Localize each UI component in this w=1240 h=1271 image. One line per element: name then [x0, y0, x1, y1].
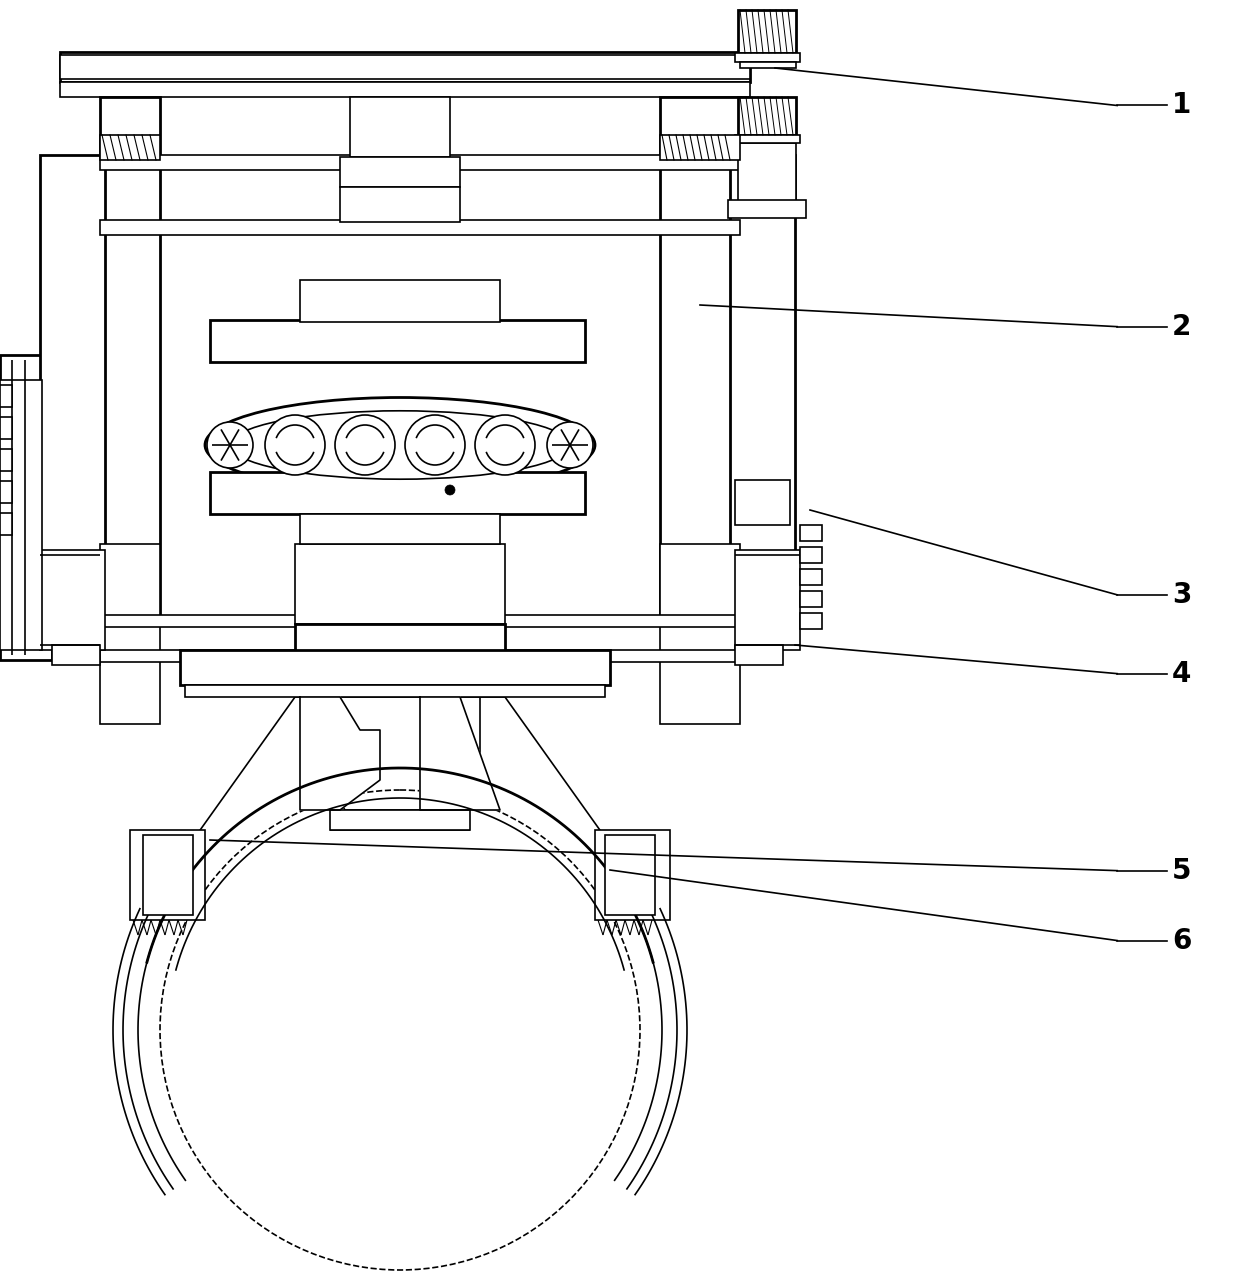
Text: 5: 5	[1172, 857, 1192, 885]
Bar	[660, 544, 740, 724]
Bar	[0, 385, 12, 407]
Polygon shape	[300, 697, 379, 810]
Bar	[738, 144, 796, 203]
Bar	[100, 544, 160, 724]
Bar	[340, 158, 460, 187]
Text: 6: 6	[1172, 927, 1192, 955]
Bar	[800, 525, 822, 541]
Bar	[735, 135, 800, 144]
Bar	[595, 830, 670, 920]
Bar	[300, 513, 500, 544]
Bar	[735, 53, 800, 62]
Bar	[143, 835, 193, 915]
Bar	[740, 62, 796, 69]
Bar	[100, 155, 740, 170]
Bar	[0, 417, 12, 438]
Circle shape	[405, 416, 465, 475]
Bar	[0, 449, 12, 472]
Bar	[40, 155, 105, 566]
Bar	[60, 83, 750, 97]
Circle shape	[445, 486, 455, 494]
Bar	[210, 472, 585, 513]
Bar	[735, 480, 790, 525]
Bar	[295, 544, 505, 624]
Text: 2: 2	[1172, 313, 1192, 341]
Bar	[605, 835, 655, 915]
Bar	[0, 480, 12, 503]
Bar	[800, 569, 822, 585]
Bar	[730, 155, 795, 566]
Bar	[660, 135, 740, 160]
Bar	[100, 135, 160, 160]
Circle shape	[265, 416, 325, 475]
Bar	[800, 547, 822, 563]
Bar	[100, 97, 160, 616]
Bar	[330, 810, 470, 830]
Bar	[295, 624, 505, 658]
Circle shape	[475, 416, 534, 475]
Bar	[0, 513, 12, 535]
Bar	[100, 649, 740, 662]
Bar	[660, 97, 740, 616]
Polygon shape	[420, 697, 500, 810]
Bar	[52, 644, 100, 665]
Bar	[60, 55, 750, 79]
Bar	[735, 165, 785, 555]
Bar	[100, 615, 740, 627]
Bar	[40, 550, 105, 649]
Bar	[738, 97, 796, 135]
Circle shape	[207, 422, 253, 468]
Ellipse shape	[231, 411, 569, 479]
Circle shape	[547, 422, 593, 468]
Bar	[800, 591, 822, 608]
Bar	[180, 649, 610, 685]
Bar	[52, 165, 102, 555]
Bar	[340, 187, 460, 222]
Bar	[728, 200, 806, 219]
Text: 4: 4	[1172, 660, 1192, 688]
Circle shape	[335, 416, 396, 475]
Bar	[0, 355, 52, 660]
Circle shape	[160, 791, 640, 1270]
Bar	[130, 830, 205, 920]
Bar	[185, 685, 605, 697]
Text: 3: 3	[1172, 581, 1192, 609]
Bar	[735, 644, 782, 665]
Bar	[60, 52, 750, 83]
Bar	[0, 380, 42, 649]
Text: 1: 1	[1172, 92, 1192, 119]
Bar	[210, 320, 585, 362]
Bar	[735, 550, 800, 649]
Bar	[800, 613, 822, 629]
Bar	[300, 280, 500, 322]
Bar	[100, 220, 740, 235]
Ellipse shape	[205, 398, 595, 492]
Bar	[350, 97, 450, 158]
Bar	[738, 10, 796, 53]
